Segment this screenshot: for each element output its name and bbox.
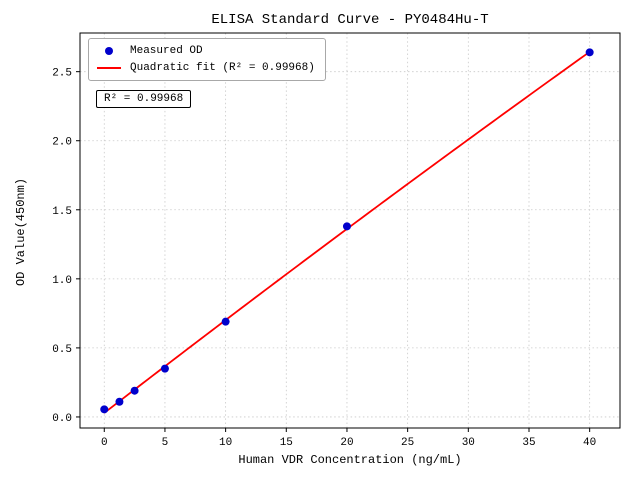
y-tick-label: 0.5 [52,344,72,356]
legend-item-measured: Measured OD [97,45,315,57]
data-point [130,386,139,395]
x-tick-label: 10 [219,437,232,449]
y-axis-label: OD Value(450nm) [14,177,28,287]
r-squared-annotation: R² = 0.99968 [96,90,192,108]
data-point [160,364,169,373]
y-tick-label: 2.5 [52,68,72,80]
x-tick-label: 20 [340,437,353,449]
data-point [100,405,109,414]
y-tick-label: 0.0 [52,413,72,425]
legend-label-measured: Measured OD [130,45,203,57]
y-tick-label: 2.0 [52,137,72,149]
y-tick-label: 1.5 [52,206,72,218]
x-tick-label: 35 [522,437,535,449]
x-tick-label: 0 [101,437,108,449]
scatter-point-icon [105,47,113,55]
tick-labels: 0 5 10 15 20 25 30 35 40 0.0 0.5 1.0 1.5 2.0 2.5 [52,68,596,449]
legend: Measured OD Quadratic fit (R² = 0.99968) [88,38,326,81]
plot-border [79,32,621,429]
legend-dot-swatch-box [97,47,121,55]
fit-line-icon [97,67,121,69]
tick-marks [76,71,591,432]
x-tick-label: 15 [280,437,293,449]
data-point [115,397,124,406]
legend-label-fit: Quadratic fit (R² = 0.99968) [130,62,315,74]
x-tick-label: 30 [462,437,475,449]
data-point [342,222,351,231]
x-tick-label: 25 [401,437,414,449]
data-point [585,48,594,57]
y-tick-label: 1.0 [52,275,72,287]
data-point [221,317,230,326]
legend-item-fit: Quadratic fit (R² = 0.99968) [97,62,315,74]
x-tick-label: 5 [162,437,169,449]
data-points [100,48,594,414]
x-tick-label: 40 [583,437,596,449]
legend-line-swatch-box [97,67,121,69]
chart-title: ELISA Standard Curve - PY0484Hu-T [211,12,489,28]
x-axis-label: Human VDR Concentration (ng/mL) [238,453,462,467]
